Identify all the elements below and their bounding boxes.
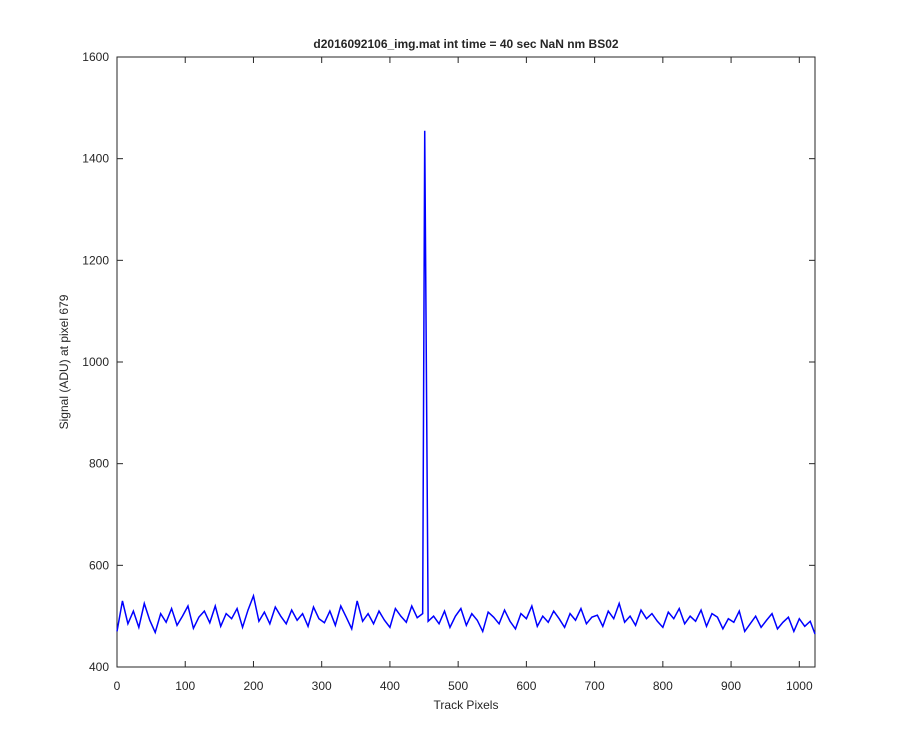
- y-tick-label: 1600: [82, 50, 109, 64]
- x-tick-label: 200: [243, 679, 263, 693]
- x-tick-label: 500: [448, 679, 468, 693]
- x-tick-label: 0: [114, 679, 121, 693]
- y-tick-label: 1200: [82, 253, 109, 267]
- y-axis-label: Signal (ADU) at pixel 679: [57, 294, 71, 429]
- x-tick-label: 900: [721, 679, 741, 693]
- y-tick-label: 1400: [82, 152, 109, 166]
- axes-box: [116, 56, 816, 668]
- chart-title: d2016092106_img.mat int time = 40 sec Na…: [313, 37, 618, 51]
- x-axis-label: Track Pixels: [434, 698, 499, 712]
- y-tick-label: 1000: [82, 355, 109, 369]
- y-tick-label: 800: [89, 457, 109, 471]
- x-tick-label: 700: [585, 679, 605, 693]
- x-tick-label: 800: [653, 679, 673, 693]
- data-line: [116, 130, 816, 635]
- x-tick-label: 100: [175, 679, 195, 693]
- x-tick-label: 600: [516, 679, 536, 693]
- x-tick-label: 400: [380, 679, 400, 693]
- x-tick-label: 1000: [786, 679, 813, 693]
- x-tick-label: 300: [312, 679, 332, 693]
- y-tick-label: 600: [89, 558, 109, 572]
- y-tick-label: 400: [89, 660, 109, 674]
